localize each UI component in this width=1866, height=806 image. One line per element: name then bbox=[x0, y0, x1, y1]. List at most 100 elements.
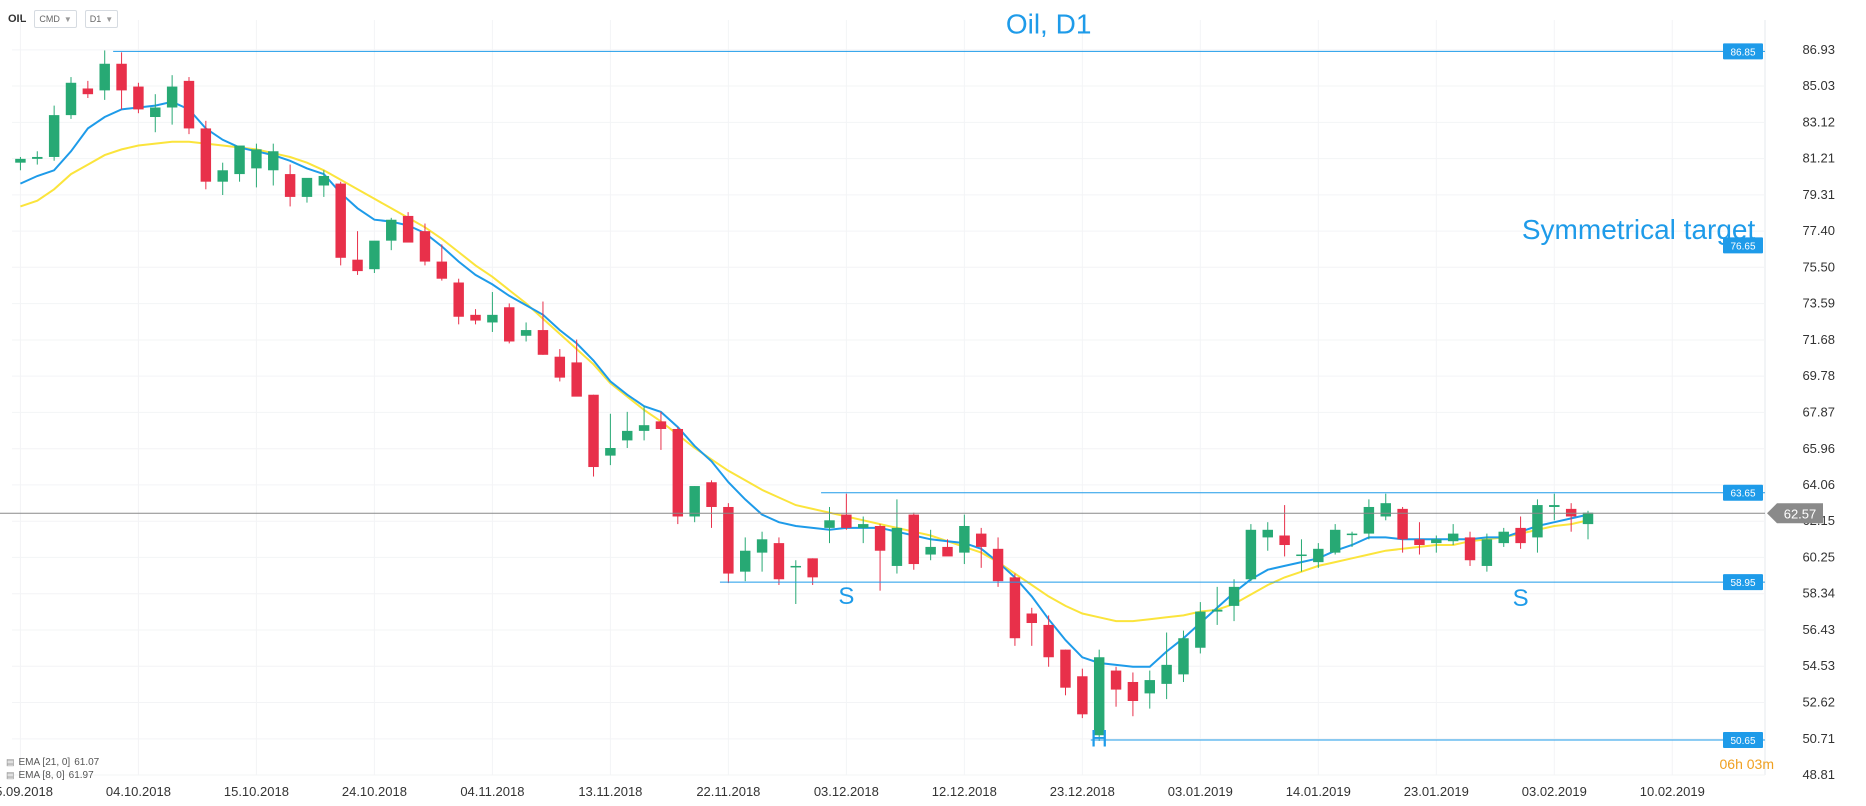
candle-down[interactable] bbox=[1110, 670, 1122, 690]
candle-down[interactable] bbox=[537, 330, 549, 355]
candle-up[interactable] bbox=[689, 486, 700, 517]
candle-up[interactable] bbox=[318, 175, 330, 186]
candle-down[interactable] bbox=[200, 128, 212, 182]
candle-up[interactable] bbox=[386, 219, 397, 241]
candle-down[interactable] bbox=[1515, 527, 1526, 544]
candle-up[interactable] bbox=[1447, 533, 1459, 542]
candle-down[interactable] bbox=[773, 543, 785, 580]
candle-up[interactable] bbox=[1380, 503, 1391, 517]
candle-down[interactable] bbox=[874, 525, 886, 551]
candle-down[interactable] bbox=[1565, 508, 1577, 517]
candle-down[interactable] bbox=[908, 514, 920, 565]
candle-down[interactable] bbox=[1009, 577, 1021, 639]
candle-up[interactable] bbox=[1245, 529, 1257, 580]
candle-down[interactable] bbox=[116, 63, 127, 91]
candle-up[interactable] bbox=[48, 115, 60, 157]
timeframe-select[interactable]: D1 ▼ bbox=[84, 10, 119, 28]
candle-up[interactable] bbox=[217, 170, 228, 182]
candle-down[interactable] bbox=[1127, 681, 1139, 702]
candle-up[interactable] bbox=[1582, 512, 1594, 525]
candle-up[interactable] bbox=[740, 550, 751, 572]
candle-down[interactable] bbox=[723, 506, 734, 574]
candle-up[interactable] bbox=[959, 525, 970, 553]
market-select[interactable]: CMD ▼ bbox=[34, 10, 77, 28]
candle-down[interactable] bbox=[453, 282, 464, 317]
candle-down[interactable] bbox=[1397, 508, 1408, 540]
candle-down[interactable] bbox=[1060, 649, 1071, 688]
candle-down[interactable] bbox=[1464, 537, 1476, 561]
candle-up[interactable] bbox=[99, 63, 110, 91]
candle-up[interactable] bbox=[857, 524, 869, 528]
candle-down[interactable] bbox=[284, 174, 296, 197]
candle-down[interactable] bbox=[352, 259, 363, 272]
candle-down[interactable] bbox=[672, 428, 684, 517]
candle-down[interactable] bbox=[183, 80, 195, 129]
candle-down[interactable] bbox=[706, 482, 717, 507]
candle-down[interactable] bbox=[419, 231, 431, 262]
candle-up[interactable] bbox=[1481, 539, 1493, 566]
candle-up[interactable] bbox=[1532, 505, 1543, 538]
candle-up[interactable] bbox=[234, 145, 245, 175]
candle-down[interactable] bbox=[402, 215, 414, 243]
candle-up[interactable] bbox=[638, 425, 650, 431]
candle-down[interactable] bbox=[436, 261, 448, 279]
candle-up[interactable] bbox=[790, 565, 802, 568]
candle-down[interactable] bbox=[1043, 624, 1054, 658]
candle-down[interactable] bbox=[975, 533, 987, 547]
candle-down[interactable] bbox=[554, 356, 566, 378]
candle-up[interactable] bbox=[1313, 548, 1324, 563]
candle-down[interactable] bbox=[1414, 539, 1425, 546]
candle-up[interactable] bbox=[891, 527, 903, 566]
candle-up[interactable] bbox=[150, 107, 161, 118]
indicator-settings-icon[interactable]: ▤ bbox=[6, 757, 15, 767]
candle-up[interactable] bbox=[756, 539, 768, 553]
candle-down[interactable] bbox=[82, 88, 94, 95]
candle-up[interactable] bbox=[1549, 505, 1560, 507]
candle-up[interactable] bbox=[1195, 611, 1206, 648]
candle-up[interactable] bbox=[268, 151, 279, 171]
candle-up[interactable] bbox=[605, 448, 616, 456]
candle-down[interactable] bbox=[655, 421, 667, 429]
candle-up[interactable] bbox=[1093, 657, 1105, 736]
candle-up[interactable] bbox=[1363, 506, 1375, 534]
candle-down[interactable] bbox=[133, 86, 144, 110]
candle-up[interactable] bbox=[1329, 529, 1341, 553]
candle-up[interactable] bbox=[925, 546, 936, 555]
candle-up[interactable] bbox=[65, 82, 77, 116]
candle-up[interactable] bbox=[1228, 586, 1240, 606]
candle-down[interactable] bbox=[588, 394, 599, 468]
candle-down[interactable] bbox=[807, 558, 818, 578]
candle-down[interactable] bbox=[1279, 535, 1290, 546]
candle-down[interactable] bbox=[571, 362, 582, 397]
candle-up[interactable] bbox=[1211, 609, 1223, 612]
legend-row-ema-8[interactable]: ▤ EMA [8, 0] 61.97 bbox=[6, 769, 99, 782]
candle-down[interactable] bbox=[992, 548, 1004, 582]
candle-up[interactable] bbox=[1346, 533, 1358, 536]
candle-down[interactable] bbox=[942, 546, 953, 557]
candle-up[interactable] bbox=[1431, 539, 1442, 544]
candle-down[interactable] bbox=[841, 514, 852, 528]
candle-up[interactable] bbox=[166, 86, 178, 108]
candle-up[interactable] bbox=[520, 330, 532, 336]
candle-up[interactable] bbox=[1498, 531, 1509, 544]
candle-up[interactable] bbox=[15, 158, 26, 163]
indicator-settings-icon[interactable]: ▤ bbox=[6, 770, 15, 780]
candle-up[interactable] bbox=[1144, 680, 1155, 694]
candle-up[interactable] bbox=[301, 177, 313, 197]
candle-down[interactable] bbox=[1077, 676, 1088, 715]
candle-up[interactable] bbox=[251, 149, 262, 169]
legend-row-ema-21[interactable]: ▤ EMA [21, 0] 61.07 bbox=[6, 756, 99, 769]
candle-up[interactable] bbox=[369, 240, 380, 270]
candle-up[interactable] bbox=[824, 520, 835, 528]
candle-up[interactable] bbox=[1296, 554, 1307, 557]
candle-up[interactable] bbox=[487, 314, 498, 323]
candle-up[interactable] bbox=[622, 430, 633, 441]
candle-down[interactable] bbox=[335, 183, 346, 258]
candle-up[interactable] bbox=[1178, 638, 1189, 675]
candle-down[interactable] bbox=[504, 307, 515, 342]
candle-down[interactable] bbox=[1026, 613, 1037, 624]
candle-up[interactable] bbox=[32, 156, 43, 159]
candle-down[interactable] bbox=[470, 314, 481, 321]
candle-up[interactable] bbox=[1161, 664, 1172, 684]
